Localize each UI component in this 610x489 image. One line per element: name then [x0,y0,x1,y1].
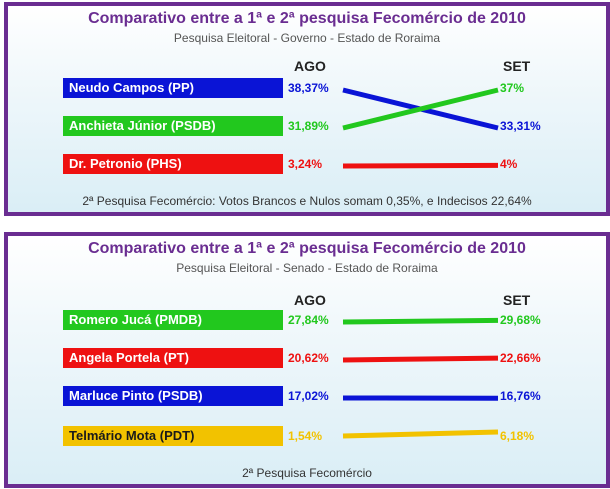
trend-line-3 [342,162,499,169]
candidate-label: Neudo Campos (PP) [63,78,283,98]
column-header-set: SET [503,292,531,308]
set-value: 29,68% [500,313,541,327]
set-value: 6,18% [500,429,535,443]
trend-line-1 [342,317,499,325]
set-value: 16,76% [500,389,541,403]
trend-lines [342,317,499,439]
set-value: 22,66% [500,351,541,365]
ago-value: 27,84% [288,313,329,327]
column-header-set: SET [503,58,531,74]
candidate-label: Telmário Mota (PDT) [63,426,283,446]
column-header-ago: AGO [294,292,326,308]
trend-line-2 [342,87,499,131]
chart-note: 2ª Pesquisa Fecomércio [242,466,372,480]
governo-chart-panel: Comparativo entre a 1ª e 2ª pesquisa Fec… [4,2,610,216]
senado-chart-panel: Comparativo entre a 1ª e 2ª pesquisa Fec… [4,232,610,488]
ago-value: 17,02% [288,389,329,403]
candidate-label: Marluce Pinto (PSDB) [63,386,283,406]
chart-subtitle: Pesquisa Eleitoral - Governo - Estado de… [173,31,441,45]
trend-line-2 [342,355,499,363]
set-value: 37% [500,81,525,95]
trend-lines [342,87,499,169]
trend-line-4 [342,429,499,439]
chart-subtitle: Pesquisa Eleitoral - Senado - Estado de … [176,261,438,275]
candidate-label: Romero Jucá (PMDB) [63,310,283,330]
chart-note: 2ª Pesquisa Fecomércio: Votos Brancos e … [82,194,532,208]
chart-title: Comparativo entre a 1ª e 2ª pesquisa Fec… [88,10,526,27]
set-value: 4% [500,157,518,171]
ago-value: 38,37% [288,81,329,95]
column-header-ago: AGO [294,58,326,74]
ago-value: 31,89% [288,119,329,133]
candidate-label: Angela Portela (PT) [63,348,283,368]
set-value: 33,31% [500,119,541,133]
ago-value: 3,24% [288,157,323,171]
ago-value: 1,54% [288,429,323,443]
candidate-label: Anchieta Júnior (PSDB) [63,116,283,136]
ago-value: 20,62% [288,351,329,365]
chart-title: Comparativo entre a 1ª e 2ª pesquisa Fec… [88,240,526,257]
candidate-label: Dr. Petronio (PHS) [63,154,283,174]
